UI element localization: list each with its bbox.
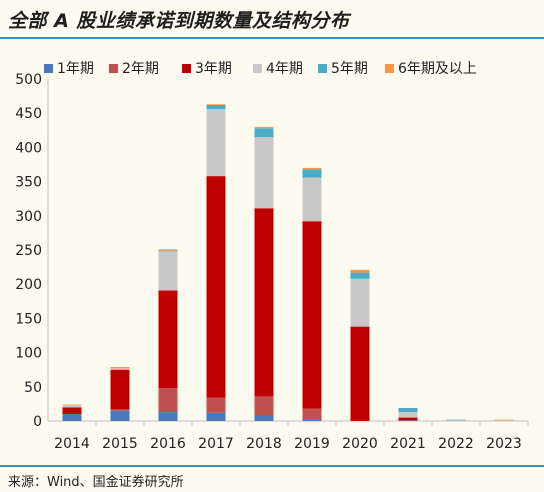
y-tick-label: 100	[15, 346, 42, 362]
legend-label: 6年期及以上	[398, 61, 477, 77]
bar-segment-6	[158, 249, 178, 251]
x-tick-label: 2018	[246, 436, 282, 452]
x-tick-label: 2015	[102, 436, 138, 452]
x-tick-label: 2017	[198, 436, 234, 452]
bar-segment-6	[350, 269, 370, 273]
bar-segment-1	[254, 415, 274, 421]
bar-segment-3	[254, 208, 274, 397]
bar-segment-3	[110, 369, 130, 410]
x-tick-label: 2019	[294, 436, 330, 452]
bar-segment-5	[254, 128, 274, 138]
bar-segment-4	[158, 251, 178, 291]
bar-segment-5	[398, 408, 418, 413]
bar-segment-5	[158, 250, 178, 252]
bar-segment-3	[350, 326, 370, 421]
y-tick-label: 200	[15, 277, 42, 293]
source-note: 来源：Wind、国金证券研究所	[8, 475, 184, 490]
bar-segment-4	[446, 420, 466, 421]
x-tick-label: 2020	[342, 436, 378, 452]
top-divider	[0, 37, 544, 39]
legend-swatch	[385, 64, 394, 73]
bar-segment-4	[350, 278, 370, 327]
x-tick-label: 2021	[390, 436, 426, 452]
bar-segment-4	[206, 109, 226, 177]
y-tick-label: 150	[15, 311, 42, 327]
legend-label: 5年期	[331, 61, 368, 77]
bar-segment-3	[62, 407, 82, 415]
bottom-divider	[0, 465, 544, 467]
legend-swatch	[318, 64, 327, 73]
bar-segment-2	[110, 409, 130, 411]
bar-segment-4	[302, 177, 322, 222]
bar-segment-4	[110, 368, 130, 370]
x-tick-label: 2023	[486, 436, 522, 452]
legend-swatch	[182, 64, 191, 73]
bar-segment-1	[158, 412, 178, 421]
legend-label: 3年期	[195, 61, 232, 77]
bar-segment-5	[206, 104, 226, 110]
bar-segment-4	[62, 405, 82, 408]
bar-segment-6	[494, 419, 514, 421]
legend-label: 1年期	[57, 61, 94, 77]
bar-segment-6	[302, 167, 322, 170]
y-tick-label: 0	[33, 414, 42, 430]
y-tick-label: 500	[15, 72, 42, 88]
chart-title: 全部 A 股业绩承诺到期数量及结构分布	[8, 10, 350, 32]
bar-segment-4	[494, 420, 514, 421]
bar-segment-1	[110, 410, 130, 421]
bar-segment-6	[254, 126, 274, 129]
legend-label: 4年期	[266, 61, 303, 77]
legend-swatch	[253, 64, 262, 73]
bar-segment-2	[302, 408, 322, 420]
bar-segment-6	[62, 404, 82, 406]
bar-segment-2	[206, 397, 226, 413]
bar-segment-1	[398, 420, 418, 421]
bar-segment-1	[206, 412, 226, 421]
bar-segment-1	[302, 419, 322, 421]
bar-segment-2	[254, 396, 274, 416]
x-tick-label: 2014	[54, 436, 90, 452]
y-tick-label: 450	[15, 106, 42, 122]
bar-segment-2	[158, 388, 178, 413]
legend-swatch	[44, 64, 53, 73]
bar-segment-5	[350, 272, 370, 279]
bar-segment-6	[110, 366, 130, 369]
bar-segment-5	[302, 169, 322, 178]
bar-segment-3	[158, 290, 178, 389]
bar-segment-1	[62, 414, 82, 421]
legend-swatch	[109, 64, 118, 73]
y-tick-label: 400	[15, 140, 42, 156]
bar-segment-3	[206, 176, 226, 398]
y-tick-label: 50	[24, 380, 42, 396]
x-tick-label: 2022	[438, 436, 474, 452]
bar-segment-6	[206, 104, 226, 105]
bar-segment-5	[446, 419, 466, 421]
y-tick-label: 350	[15, 175, 42, 191]
legend-label: 2年期	[122, 61, 159, 77]
bar-segment-3	[302, 221, 322, 409]
bar-segment-3	[398, 417, 418, 421]
y-tick-label: 250	[15, 243, 42, 259]
bar-segment-4	[254, 137, 274, 209]
x-tick-label: 2016	[150, 436, 186, 452]
bar-segment-4	[398, 412, 418, 418]
y-tick-label: 300	[15, 209, 42, 225]
